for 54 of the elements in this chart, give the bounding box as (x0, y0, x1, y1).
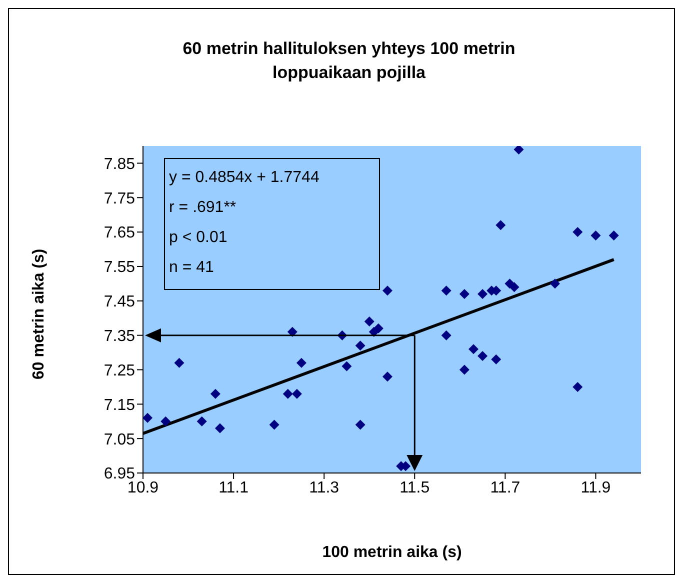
x-tick-label: 11.1 (218, 479, 249, 496)
point (459, 364, 470, 375)
point (160, 416, 171, 426)
y-tick-label: 7.35 (104, 328, 136, 345)
point (214, 423, 225, 434)
point (143, 412, 153, 423)
point (441, 330, 452, 340)
y-tick-label: 7.15 (104, 396, 136, 414)
point (478, 350, 488, 361)
x-tick-label: 11.3 (309, 479, 340, 496)
y-tick-label: 7.85 (104, 156, 136, 173)
point (572, 227, 583, 238)
point (491, 354, 502, 364)
point (174, 358, 184, 368)
y-axis-title: 60 metrin aika (s) (30, 248, 48, 380)
point (282, 388, 293, 399)
point (355, 340, 366, 351)
point (550, 278, 560, 289)
point (373, 323, 384, 334)
y-tick-label: 7.55 (104, 259, 136, 276)
point (342, 361, 352, 372)
point (468, 344, 478, 354)
annotation: r = .691** (169, 198, 238, 218)
annotation: n = 41 (169, 258, 215, 278)
point (496, 220, 506, 230)
point (292, 388, 302, 399)
point (364, 316, 374, 327)
x-tick-label: 11.5 (400, 479, 430, 496)
point (296, 358, 306, 368)
x-tick-label: 11.7 (490, 479, 520, 496)
y-tick-label: 7.25 (104, 362, 136, 380)
chart-title: 60 metrin hallituloksen yhteys 100 metrin loppuaikaan pojilla (182, 38, 516, 84)
point (441, 286, 452, 296)
point (572, 382, 583, 392)
point (382, 372, 392, 382)
point (478, 289, 488, 300)
point (210, 388, 220, 399)
point (382, 286, 392, 296)
y-tick-label: 7.75 (104, 190, 136, 208)
point (509, 282, 520, 292)
point (269, 420, 280, 430)
annotation: p < 0.01 (169, 228, 228, 248)
annotation: y = 0.4854x + 1.7744 (169, 168, 320, 188)
point (514, 146, 524, 154)
point (459, 289, 470, 300)
y-tick-label: 7.65 (104, 224, 136, 242)
y-tick-label: 7.05 (104, 431, 136, 448)
point (355, 420, 366, 430)
x-axis-title: 100 metrin aika (s) (322, 544, 462, 561)
x-tick-label: 11.9 (580, 479, 611, 496)
y-tick-label: 7.45 (104, 294, 136, 311)
point (608, 230, 619, 240)
point (196, 416, 207, 426)
point (590, 230, 601, 240)
